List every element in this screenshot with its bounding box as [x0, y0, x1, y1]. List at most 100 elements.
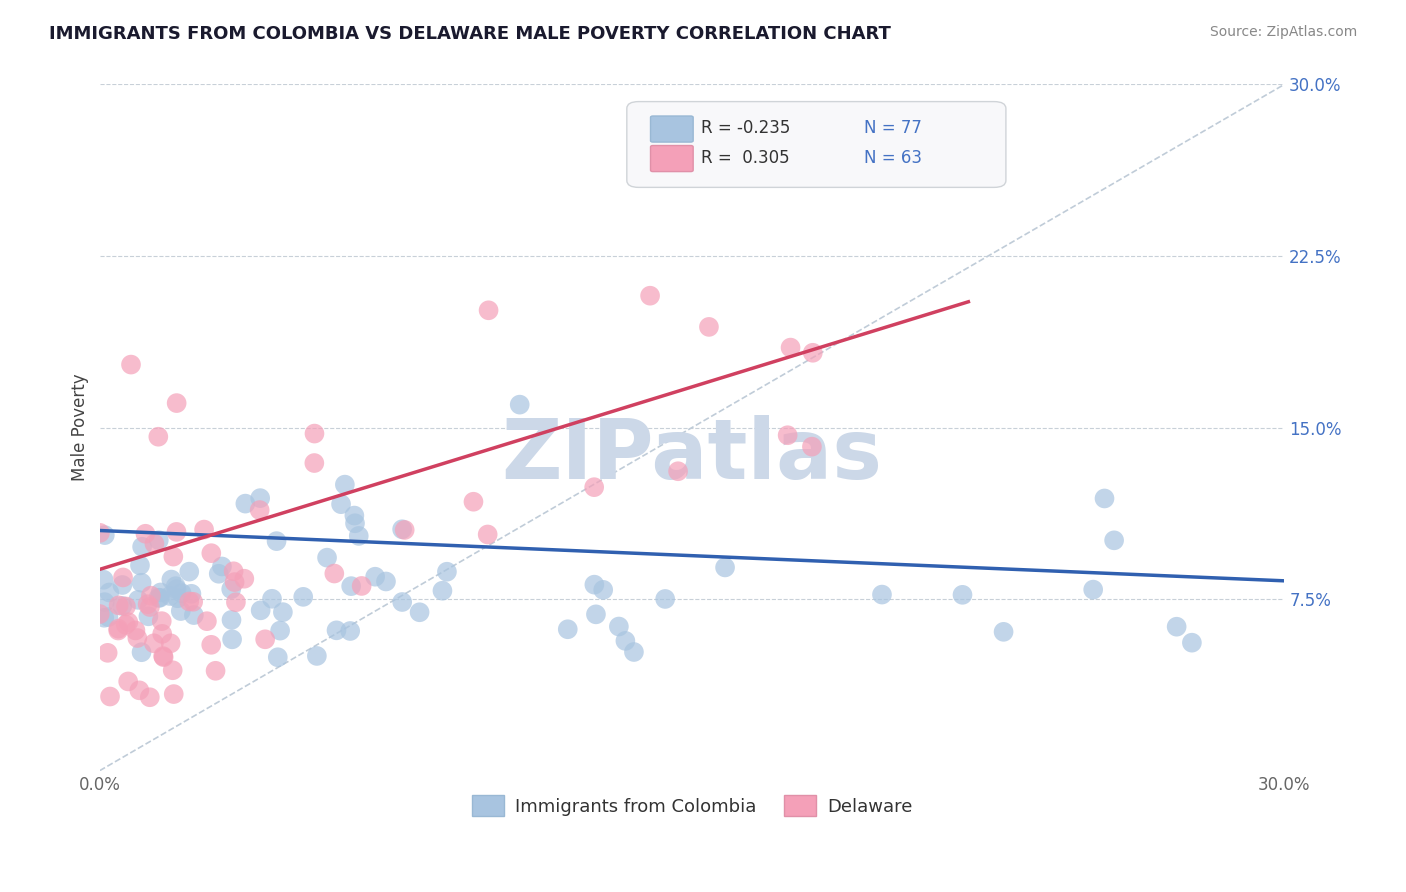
- Point: [316, 550, 339, 565]
- Point: [870, 588, 893, 602]
- Point: [200, 546, 222, 560]
- Point: [408, 605, 430, 619]
- Point: [557, 622, 579, 636]
- Point: [139, 589, 162, 603]
- Point: [166, 582, 188, 597]
- Point: [339, 624, 361, 638]
- Point: [325, 624, 347, 638]
- Point: [179, 594, 201, 608]
- Point: [614, 633, 637, 648]
- Point: [391, 522, 413, 536]
- Point: [666, 464, 689, 478]
- Point: [127, 592, 149, 607]
- Point: [142, 636, 165, 650]
- Point: [330, 497, 353, 511]
- Point: [375, 574, 398, 589]
- Point: [323, 566, 346, 581]
- Point: [233, 572, 256, 586]
- Point: [607, 619, 630, 633]
- Point: [129, 558, 152, 573]
- Point: [166, 524, 188, 539]
- Point: [343, 508, 366, 523]
- Point: [225, 595, 247, 609]
- Point: [592, 582, 614, 597]
- Text: ZIPatlas: ZIPatlas: [502, 415, 883, 496]
- Point: [585, 607, 607, 622]
- Point: [131, 540, 153, 554]
- Point: [160, 573, 183, 587]
- Point: [89, 525, 111, 540]
- Point: [269, 624, 291, 638]
- Point: [180, 587, 202, 601]
- Point: [304, 456, 326, 470]
- Point: [162, 549, 184, 564]
- Point: [136, 597, 159, 611]
- Point: [143, 537, 166, 551]
- Point: [350, 579, 373, 593]
- Point: [166, 591, 188, 606]
- Text: N = 77: N = 77: [863, 120, 921, 137]
- Point: [266, 534, 288, 549]
- Point: [222, 564, 245, 578]
- Point: [623, 645, 645, 659]
- Point: [139, 600, 162, 615]
- Point: [801, 345, 824, 359]
- FancyBboxPatch shape: [627, 102, 1005, 187]
- Point: [638, 288, 661, 302]
- Point: [477, 303, 499, 318]
- Point: [477, 527, 499, 541]
- Point: [364, 570, 387, 584]
- Point: [391, 595, 413, 609]
- Point: [128, 683, 150, 698]
- Point: [179, 565, 201, 579]
- Point: [249, 603, 271, 617]
- Point: [149, 591, 172, 605]
- Point: [347, 529, 370, 543]
- Point: [112, 570, 135, 584]
- Point: [181, 595, 204, 609]
- Point: [432, 583, 454, 598]
- Point: [98, 690, 121, 704]
- Point: [654, 591, 676, 606]
- Point: [159, 636, 181, 650]
- FancyBboxPatch shape: [651, 145, 693, 171]
- Point: [271, 605, 294, 619]
- Point: [267, 650, 290, 665]
- Point: [93, 595, 115, 609]
- Point: [131, 645, 153, 659]
- Point: [1083, 582, 1105, 597]
- Point: [463, 494, 485, 508]
- Point: [149, 585, 172, 599]
- Point: [394, 523, 416, 537]
- Point: [94, 528, 117, 542]
- Point: [111, 578, 134, 592]
- Point: [305, 648, 328, 663]
- Point: [208, 566, 231, 581]
- FancyBboxPatch shape: [651, 116, 693, 142]
- Point: [1102, 533, 1125, 548]
- Point: [776, 428, 799, 442]
- Point: [333, 477, 356, 491]
- Point: [138, 609, 160, 624]
- Point: [120, 358, 142, 372]
- Point: [131, 575, 153, 590]
- Point: [714, 560, 737, 574]
- Point: [148, 430, 170, 444]
- Point: [193, 523, 215, 537]
- Point: [436, 565, 458, 579]
- Point: [1166, 620, 1188, 634]
- Legend: Immigrants from Colombia, Delaware: Immigrants from Colombia, Delaware: [464, 789, 920, 823]
- Point: [200, 638, 222, 652]
- Point: [148, 591, 170, 605]
- Point: [150, 627, 173, 641]
- Point: [583, 577, 606, 591]
- Point: [224, 575, 246, 590]
- Point: [254, 632, 277, 647]
- Point: [114, 617, 136, 632]
- Point: [195, 614, 218, 628]
- Point: [340, 579, 363, 593]
- Point: [107, 599, 129, 613]
- Point: [115, 599, 138, 614]
- Point: [97, 610, 120, 624]
- Point: [583, 480, 606, 494]
